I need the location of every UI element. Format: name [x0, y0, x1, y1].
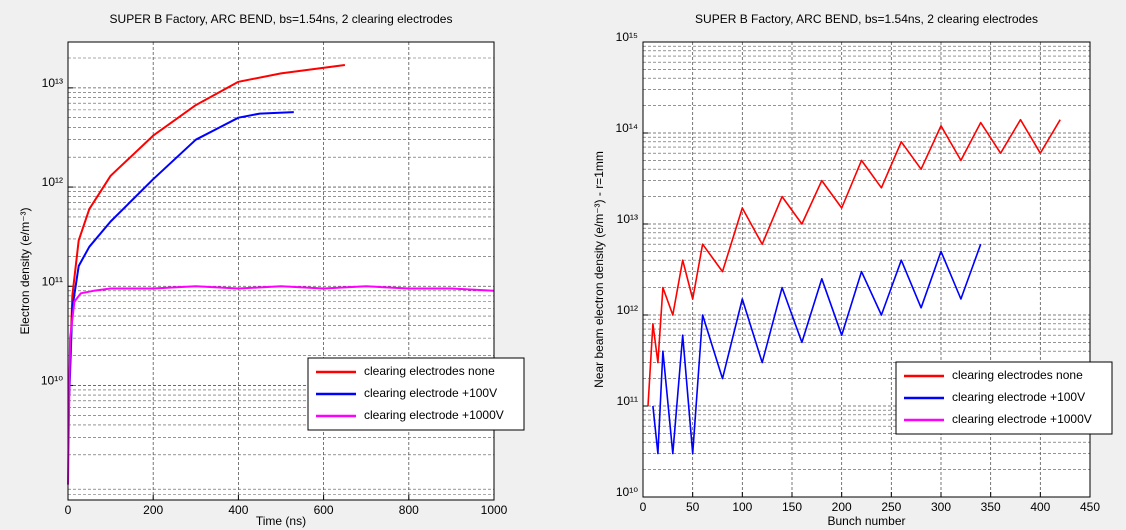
y-axis-label: Electron density (e/m⁻³) [18, 207, 32, 334]
series-line [68, 111, 294, 396]
y-axis-label: Near beam electron density (e/m⁻³) - r=1… [592, 151, 606, 388]
plot-frame [642, 41, 1091, 498]
legend-label: clearing electrode +100V [952, 390, 1085, 404]
chart: 10¹⁰ 10¹¹ 10¹² 10¹³ 10¹⁴ 10¹⁵ 0 50 100 150 200 250 3… [592, 12, 1113, 528]
y-tick-label: 10¹¹ [617, 394, 638, 408]
x-tick-label: 400 [1030, 500, 1050, 514]
x-tick-label: 450 [1080, 500, 1100, 514]
x-tick-label: 350 [981, 500, 1001, 514]
chart: 10¹⁰ 10¹¹ 10¹² 10¹³ 0 200 400 600 800 1000 SUPER B… [18, 12, 525, 528]
y-tick-label: 10¹⁰ [616, 485, 638, 499]
series-line [68, 64, 346, 386]
series-line [647, 118, 1061, 407]
y-tick-label: 10¹³ [617, 212, 638, 226]
y-tick-label: 10¹⁰ [41, 374, 63, 388]
y-tick-label: 10¹⁵ [616, 30, 638, 44]
y-tick-label: 10¹¹ [42, 274, 63, 288]
y-tick-label: 10¹² [617, 303, 638, 317]
x-tick-label: 0 [640, 500, 647, 514]
x-tick-label: 150 [782, 500, 802, 514]
legend-label: clearing electrodes none [364, 364, 495, 378]
chart-title: SUPER B Factory, ARC BEND, bs=1.54ns, 2 … [110, 12, 453, 26]
plot-area [68, 42, 494, 500]
plot-frame [67, 41, 495, 501]
x-tick-label: 100 [732, 500, 752, 514]
x-tick-label: 400 [228, 503, 248, 517]
y-tick-label: 10¹³ [42, 76, 63, 90]
x-tick-label: 800 [399, 503, 419, 517]
chart-title: SUPER B Factory, ARC BEND, bs=1.54ns, 2 … [695, 12, 1038, 26]
x-axis-label: Bunch number [827, 514, 905, 528]
x-tick-label: 50 [686, 500, 700, 514]
x-tick-label: 0 [65, 503, 72, 517]
x-tick-label: 1000 [481, 503, 508, 517]
legend-label: clearing electrode +1000V [364, 408, 504, 422]
x-tick-label: 250 [881, 500, 901, 514]
series-line [652, 243, 982, 455]
x-tick-label: 600 [314, 503, 334, 517]
x-tick-label: 200 [143, 503, 163, 517]
y-tick-label: 10¹² [42, 175, 63, 189]
y-tick-label: 10¹⁴ [616, 121, 639, 135]
legend-label: clearing electrode +1000V [952, 412, 1092, 426]
x-axis-label: Time (ns) [256, 514, 306, 528]
x-tick-label: 200 [832, 500, 852, 514]
legend-label: clearing electrode +100V [364, 386, 497, 400]
x-tick-label: 300 [931, 500, 951, 514]
legend-label: clearing electrodes none [952, 368, 1083, 382]
series-line [67, 285, 495, 485]
